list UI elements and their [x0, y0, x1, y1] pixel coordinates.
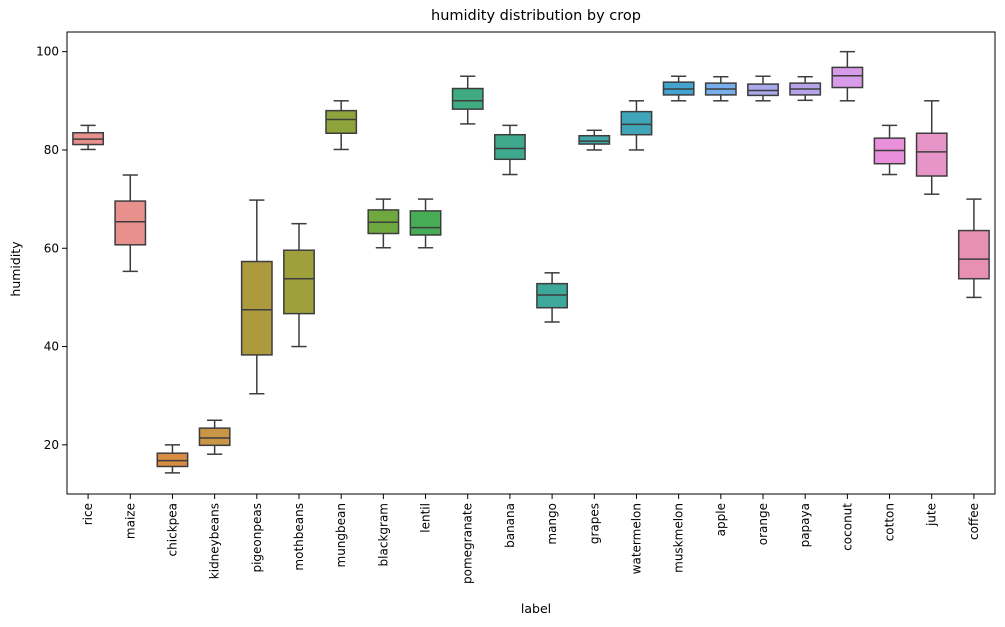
y-tick-label: 60	[44, 241, 59, 255]
x-tick-label: mothbeans	[292, 503, 306, 571]
x-tick-label: cotton	[883, 503, 897, 541]
x-tick-label: pomegranate	[461, 503, 475, 584]
box-kidneybeans	[198, 427, 231, 447]
plot-area: 20 40 60 80 100 rice maize chickpea kidneybeans p…	[36, 31, 996, 584]
y-axis-label: humidity	[8, 241, 23, 297]
x-tick-label: orange	[756, 503, 770, 545]
x-tick-label: coconut	[840, 503, 854, 551]
box-banana	[493, 133, 526, 161]
box-lentil	[409, 210, 442, 236]
x-tick-label: pigeonpeas	[250, 503, 264, 573]
box-grapes	[578, 134, 611, 145]
x-tick-label: coffee	[967, 503, 981, 540]
x-tick-label: grapes	[587, 503, 601, 544]
y-tick-label: 80	[44, 143, 59, 157]
y-tick-label: 40	[44, 340, 59, 354]
box-pigeonpeas	[240, 260, 273, 356]
x-tick-label: watermelon	[629, 503, 643, 574]
y-tick-label: 100	[36, 45, 59, 59]
y-tick-label: 20	[44, 438, 59, 452]
x-tick-label: mungbean	[334, 503, 348, 567]
x-tick-label: kidneybeans	[208, 503, 222, 579]
box-mungbean	[325, 109, 358, 134]
box-pomegranate	[451, 87, 484, 110]
box-jute	[915, 132, 948, 177]
x-tick-label: jute	[925, 503, 939, 527]
x-tick-label: chickpea	[165, 503, 179, 556]
x-tick-label: apple	[714, 503, 728, 536]
box-coconut	[831, 66, 864, 89]
x-tick-label: mango	[545, 503, 559, 545]
x-tick-label: muskmelon	[672, 503, 686, 573]
x-tick-label: lentil	[419, 503, 433, 533]
x-axis-label: label	[521, 601, 551, 616]
x-tick-label: rice	[81, 503, 95, 525]
box-coffee	[957, 229, 990, 280]
box-mothbeans	[283, 249, 315, 315]
box-watermelon	[620, 110, 653, 136]
x-tick-label: papaya	[798, 503, 812, 547]
x-tick-label: banana	[503, 503, 517, 548]
chart-title: humidity distribution by crop	[431, 8, 641, 24]
x-tick-label: maize	[123, 503, 137, 539]
x-tick-label: blackgram	[376, 503, 390, 566]
axes-frame	[66, 31, 996, 495]
box-maize	[114, 200, 147, 246]
